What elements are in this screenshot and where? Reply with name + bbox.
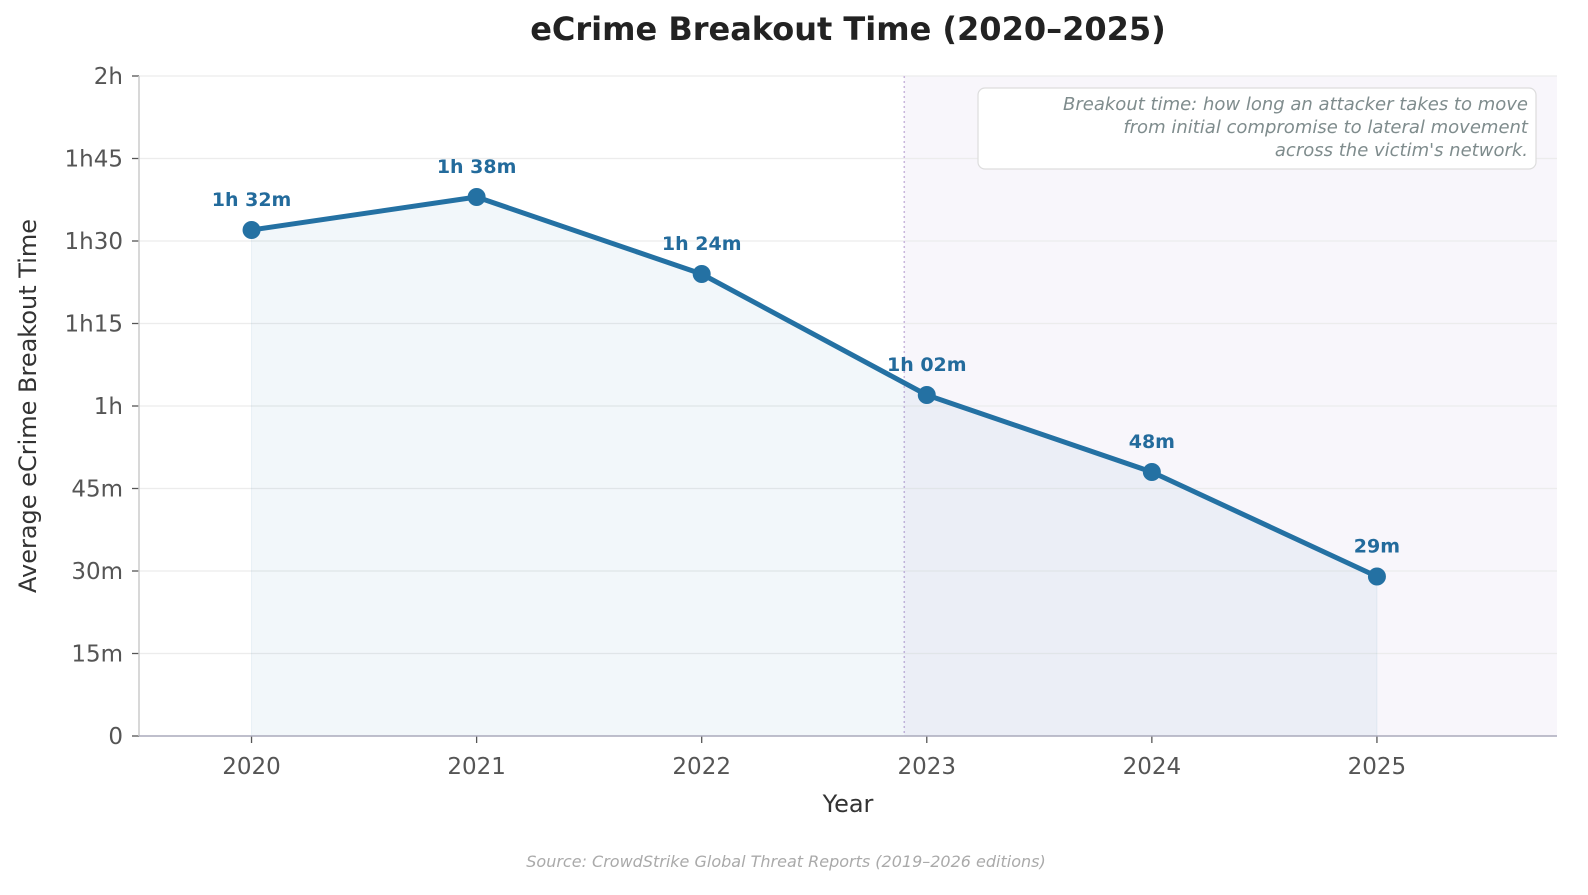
y-axis-label: Average eCrime Breakout Time [14, 219, 42, 593]
y-tick-label: 15m [71, 642, 123, 668]
y-tick-label: 1h15 [65, 312, 123, 338]
annotation-line: across the victim's network. [1275, 140, 1528, 161]
annotation-line: from initial compromise to lateral movem… [1123, 117, 1529, 138]
y-tick-label: 0 [108, 724, 123, 750]
data-point [1367, 567, 1386, 586]
series-line [251, 194, 1378, 579]
data-label: 1h 38m [437, 156, 517, 178]
data-point [692, 265, 711, 283]
y-tick-label: 45m [71, 477, 123, 503]
y-tick-label: 2h [94, 64, 123, 90]
chart-title: eCrime Breakout Time (2020–2025) [530, 10, 1166, 48]
y-tick-label: 1h45 [65, 147, 123, 173]
x-tick-label: 2024 [1123, 754, 1182, 780]
x-tick-label: 2021 [447, 754, 506, 780]
y-tick-label: 1h30 [65, 229, 123, 255]
source-note: Source: CrowdStrike Global Threat Report… [526, 852, 1045, 871]
plot-area: 0 15m 30m 45m 1h 1h15 1h30 1h45 2h 1h 32m 2020 1h 3… [65, 64, 1557, 780]
annotation-box [977, 87, 1537, 170]
data-label: 1h 24m [662, 233, 742, 255]
data-label: 1h 32m [212, 189, 292, 211]
data-point [242, 221, 261, 239]
data-label: 48m [1129, 431, 1175, 453]
x-tick-label: 2022 [672, 754, 731, 780]
x-tick-label: 2020 [222, 754, 281, 780]
y-tick-label: 30m [71, 559, 123, 585]
x-axis-label: Year [822, 790, 874, 818]
annotation-line: Breakout time: how long an attacker take… [1063, 94, 1528, 115]
data-point [467, 188, 486, 206]
data-point [917, 386, 936, 404]
x-tick-label: 2023 [898, 754, 957, 780]
data-label: 1h 02m [887, 354, 967, 376]
y-tick-label: 1h [94, 394, 123, 420]
data-label: 29m [1354, 536, 1400, 558]
x-tick-label: 2025 [1348, 754, 1407, 780]
data-point [1142, 463, 1161, 481]
